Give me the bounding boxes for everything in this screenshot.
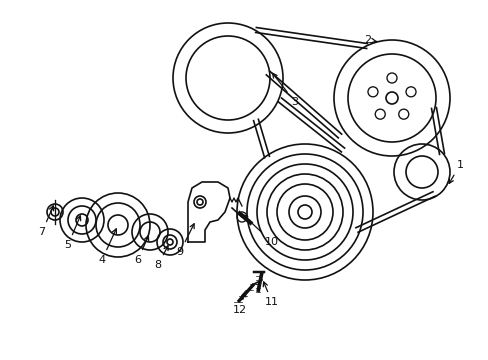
Text: 5: 5	[64, 216, 81, 250]
Text: 12: 12	[232, 292, 246, 315]
Text: 4: 4	[98, 229, 116, 265]
Text: 1: 1	[448, 160, 463, 183]
Text: 2: 2	[364, 35, 376, 45]
Text: 3: 3	[272, 73, 298, 107]
Text: 10: 10	[243, 215, 279, 247]
Text: 8: 8	[154, 246, 168, 270]
Text: 6: 6	[134, 236, 148, 265]
Text: 7: 7	[39, 206, 54, 237]
Text: 11: 11	[263, 282, 279, 307]
Text: 9: 9	[176, 224, 194, 257]
